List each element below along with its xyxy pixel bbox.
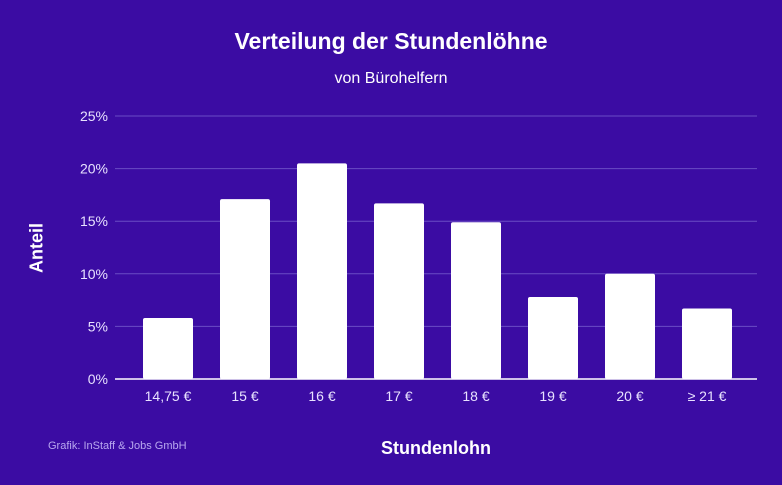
bar [143, 317, 193, 379]
y-tick-label: 0% [88, 371, 108, 387]
bar [528, 296, 578, 379]
x-axis-label: Stundenlohn [381, 438, 491, 458]
bar [682, 308, 732, 379]
bar [451, 222, 501, 379]
y-tick-label: 20% [80, 161, 108, 177]
bar [605, 273, 655, 379]
y-tick-label: 10% [80, 266, 108, 282]
x-tick-label: 20 € [616, 388, 643, 404]
bar [220, 199, 270, 379]
x-tick-label: 18 € [462, 388, 489, 404]
y-tick-label: 25% [80, 108, 108, 124]
x-tick-label: 15 € [231, 388, 258, 404]
x-tick-label: 19 € [539, 388, 566, 404]
x-tick-label: 16 € [308, 388, 335, 404]
chart-title: Verteilung der Stundenlöhne [234, 28, 548, 54]
y-tick-label: 5% [88, 318, 108, 334]
y-tick-label: 15% [80, 213, 108, 229]
bar [297, 163, 347, 379]
x-tick-label: ≥ 21 € [688, 388, 727, 404]
x-tick-label: 17 € [385, 388, 412, 404]
credit-text: Grafik: InStaff & Jobs GmbH [48, 440, 187, 452]
x-tick-label: 14,75 € [145, 388, 192, 404]
bar [374, 203, 424, 379]
chart-subtitle: von Bürohelfern [334, 70, 448, 87]
